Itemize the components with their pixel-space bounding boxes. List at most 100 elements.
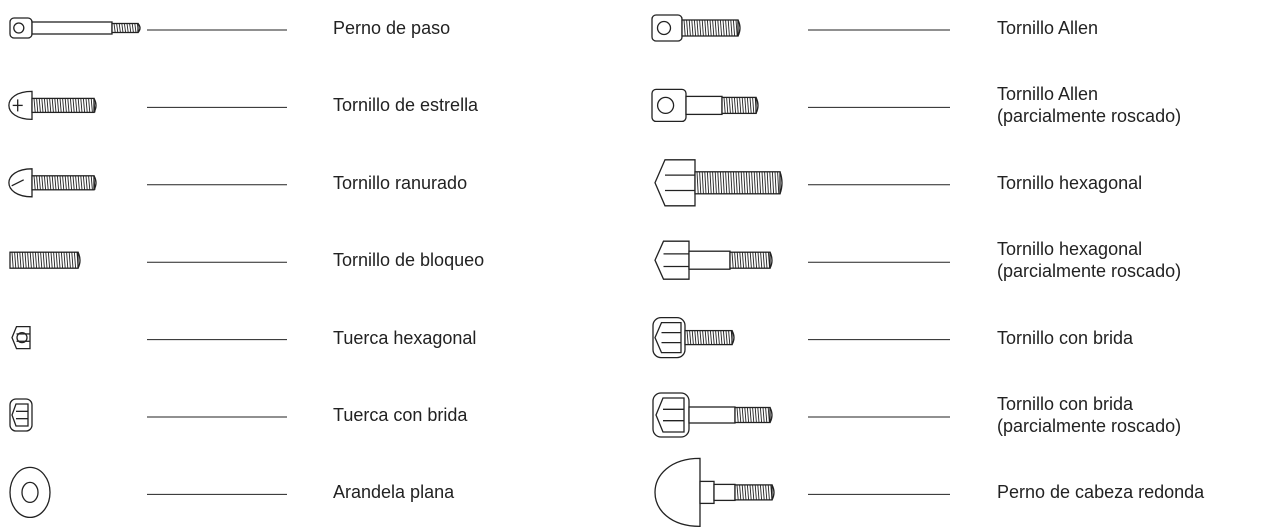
thread [46, 175, 49, 190]
thread-tip [737, 19, 741, 37]
hex-head [654, 321, 682, 354]
thread [64, 98, 67, 113]
thread [46, 98, 49, 113]
part-icon [9, 17, 141, 39]
thread [85, 175, 88, 190]
thread [749, 252, 752, 269]
thread [709, 330, 713, 345]
part-label: Perno de cabeza redonda [997, 481, 1204, 503]
thread [732, 19, 736, 37]
slot [11, 179, 24, 187]
thread [62, 98, 65, 113]
thread [19, 252, 22, 269]
thread [59, 98, 62, 113]
thread [730, 171, 733, 194]
thread [50, 252, 53, 269]
thread [736, 407, 739, 423]
thread [64, 175, 67, 190]
thread [123, 23, 127, 33]
thread [34, 252, 38, 269]
round-head [8, 168, 33, 198]
thread [699, 330, 702, 345]
label-line: Perno de paso [333, 18, 451, 38]
thread [736, 97, 739, 114]
thread [51, 175, 54, 190]
label-line: Tornillo con brida [997, 327, 1134, 348]
thread [761, 171, 764, 194]
thread [38, 98, 41, 113]
thread [691, 19, 694, 37]
label-line: Tuerca hexagonal [333, 327, 477, 348]
shank [713, 483, 736, 502]
part-icon [8, 168, 97, 198]
thread [741, 407, 744, 423]
thread [715, 330, 718, 345]
thread [712, 330, 715, 345]
thread [88, 175, 91, 190]
thread [709, 19, 712, 37]
thread [754, 252, 758, 269]
thread [739, 484, 742, 500]
thread [116, 23, 119, 33]
thread [47, 252, 51, 269]
thread [719, 171, 723, 194]
thread [759, 407, 763, 423]
thread [757, 407, 760, 423]
thread [38, 175, 41, 190]
part-label: Perno de paso [333, 17, 450, 39]
part-icon [654, 240, 773, 280]
hex-head [655, 397, 685, 433]
label-line: Tornillo hexagonal [997, 239, 1143, 260]
thread [774, 171, 777, 194]
thread [752, 97, 755, 114]
part-icon [9, 251, 81, 269]
thread [121, 23, 124, 33]
thread [754, 97, 757, 114]
thread [714, 171, 717, 194]
thread [688, 19, 691, 37]
thread [696, 19, 699, 37]
thread [719, 19, 723, 37]
thread [728, 330, 731, 345]
thread [21, 252, 25, 269]
thread [63, 252, 66, 269]
dome-head [654, 457, 701, 528]
thread [725, 330, 728, 345]
thread [765, 252, 768, 269]
thread [704, 171, 707, 194]
thread [766, 171, 769, 194]
thread-tip [769, 251, 773, 269]
thread [739, 97, 742, 114]
hex-head [654, 240, 690, 280]
thread [749, 407, 752, 423]
thread [67, 175, 70, 190]
thread [722, 171, 725, 194]
part-icon [654, 159, 783, 207]
thread [27, 252, 30, 269]
thread [45, 252, 48, 269]
thread [704, 330, 707, 345]
thread [701, 171, 704, 194]
thread [717, 19, 720, 37]
thread [75, 175, 78, 190]
thread [740, 171, 743, 194]
thread [129, 23, 132, 33]
part-icon [651, 88, 759, 123]
thread [758, 171, 762, 194]
nut-hole [16, 331, 28, 344]
thread [60, 252, 64, 269]
thread [752, 252, 755, 269]
thread [75, 98, 78, 113]
thread [767, 252, 771, 269]
thread-tip [137, 23, 141, 33]
thread [56, 175, 60, 190]
label-line: (parcialmente roscado) [997, 106, 1182, 127]
thread [73, 252, 77, 269]
thread [738, 171, 741, 194]
thread [764, 171, 767, 194]
thread [760, 252, 763, 269]
thread [40, 252, 43, 269]
thread [85, 98, 88, 113]
thread [693, 19, 697, 37]
part-label: Tuerca hexagonal [333, 327, 476, 349]
